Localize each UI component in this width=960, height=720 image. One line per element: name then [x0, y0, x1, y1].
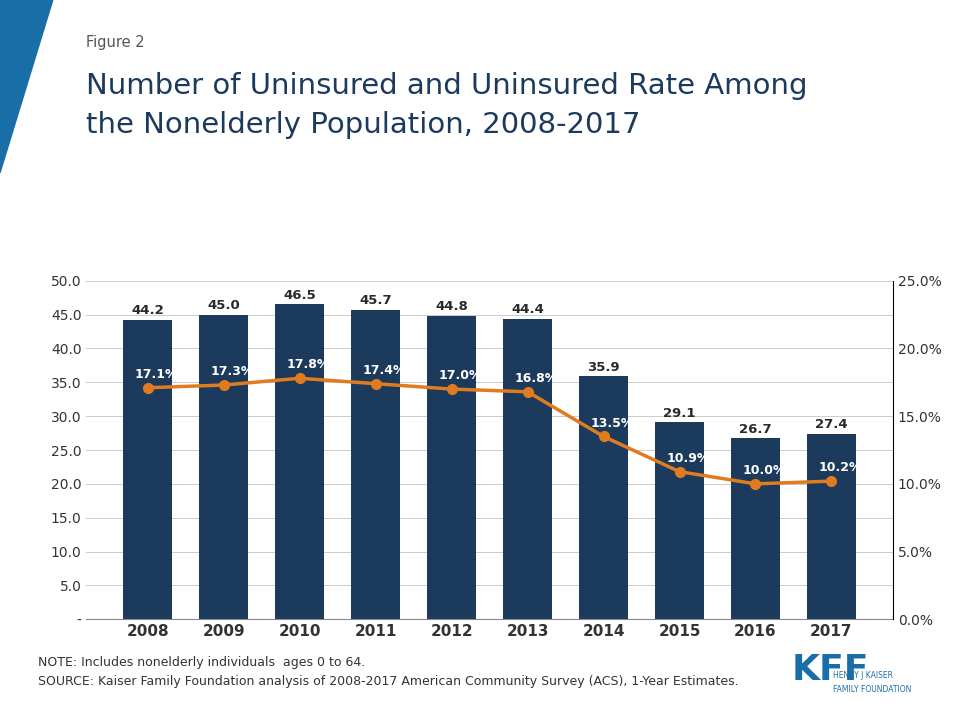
Text: 10.2%: 10.2% [818, 462, 862, 474]
Text: 44.2: 44.2 [132, 305, 164, 318]
Text: 17.1%: 17.1% [134, 368, 178, 381]
Bar [731, 438, 780, 619]
Bar [655, 422, 705, 619]
Bar [123, 320, 173, 619]
Text: 46.5: 46.5 [283, 289, 316, 302]
Bar [806, 433, 856, 619]
Text: 17.8%: 17.8% [286, 359, 330, 372]
Bar [579, 377, 628, 619]
Text: KFF: KFF [792, 654, 870, 688]
Text: 45.7: 45.7 [359, 294, 392, 307]
Text: 17.4%: 17.4% [362, 364, 406, 377]
Text: Number of Uninsured and Uninsured Rate Among: Number of Uninsured and Uninsured Rate A… [86, 71, 808, 99]
Text: 29.1: 29.1 [663, 407, 696, 420]
Text: the Nonelderly Population, 2008-2017: the Nonelderly Population, 2008-2017 [86, 111, 641, 139]
Text: 17.3%: 17.3% [210, 365, 253, 378]
Bar [351, 310, 400, 619]
Bar [199, 315, 249, 619]
Text: 44.4: 44.4 [511, 303, 544, 316]
Text: 27.4: 27.4 [815, 418, 848, 431]
Text: HENRY J KAISER
FAMILY FOUNDATION: HENRY J KAISER FAMILY FOUNDATION [833, 672, 912, 693]
Text: 13.5%: 13.5% [590, 417, 634, 430]
Bar [275, 305, 324, 619]
Text: 17.0%: 17.0% [439, 369, 482, 382]
Bar [427, 316, 476, 619]
Text: 35.9: 35.9 [588, 361, 620, 374]
Text: Figure 2: Figure 2 [86, 35, 145, 50]
Text: NOTE: Includes nonelderly individuals  ages 0 to 64.: NOTE: Includes nonelderly individuals ag… [38, 656, 366, 669]
Text: 10.9%: 10.9% [666, 452, 709, 465]
Text: SOURCE: Kaiser Family Foundation analysis of 2008-2017 American Community Survey: SOURCE: Kaiser Family Foundation analysi… [38, 675, 739, 688]
Bar [503, 319, 552, 619]
Text: 44.8: 44.8 [435, 300, 468, 313]
Text: 10.0%: 10.0% [742, 464, 785, 477]
Text: 45.0: 45.0 [207, 299, 240, 312]
Text: 26.7: 26.7 [739, 423, 772, 436]
Text: 16.8%: 16.8% [515, 372, 558, 385]
